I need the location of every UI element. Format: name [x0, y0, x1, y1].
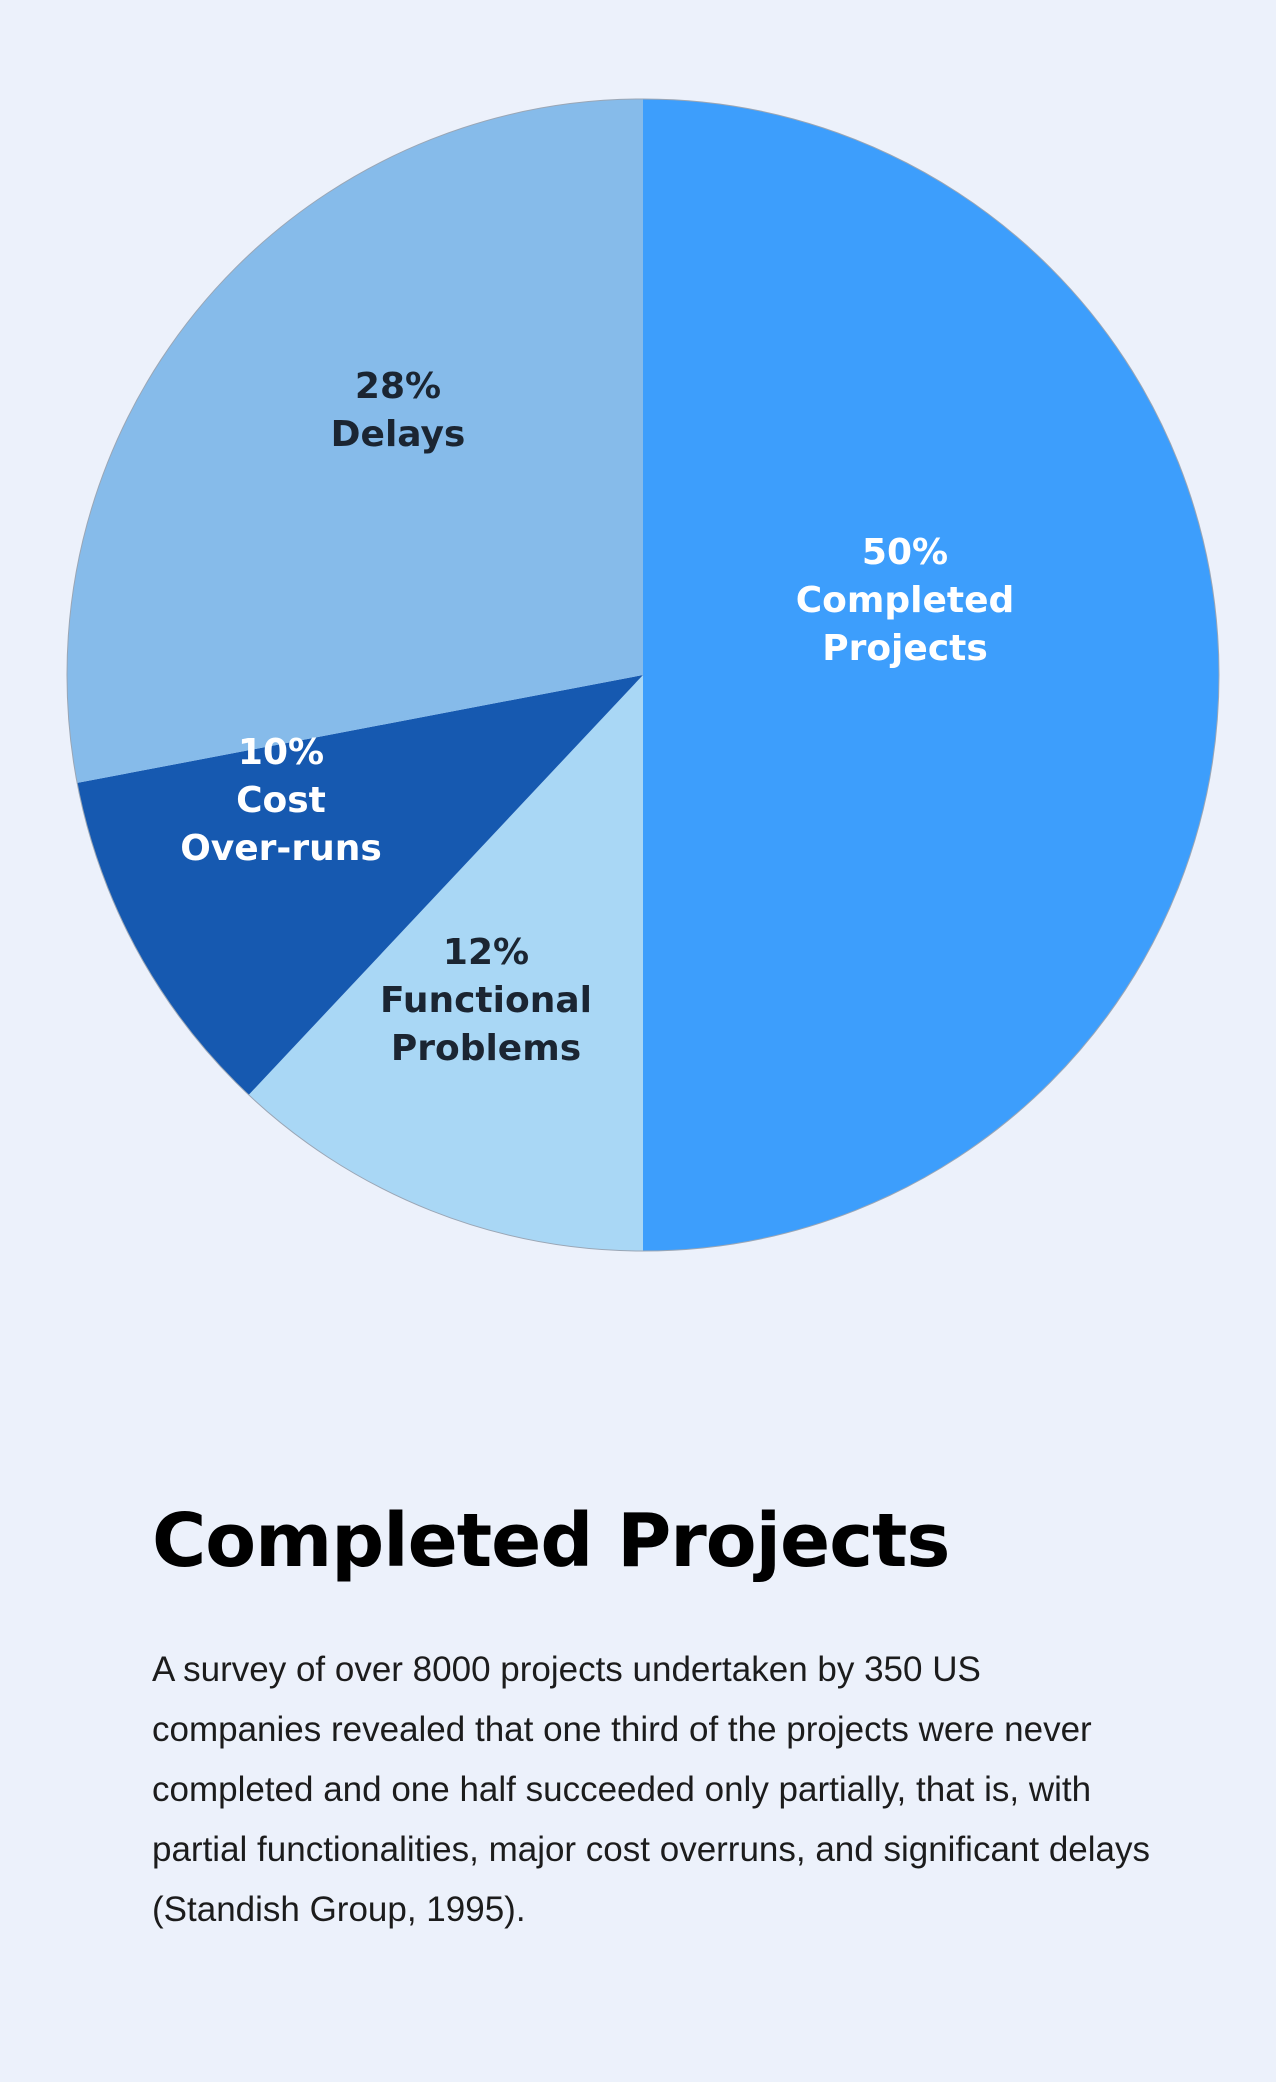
slice-category-label: Cost: [236, 780, 326, 821]
pie-outline: [66, 98, 1220, 1252]
slice-category-label: Projects: [822, 628, 988, 669]
slice-category-label: Completed: [796, 580, 1015, 621]
slice-category-label: Delays: [331, 414, 466, 455]
slice-label-cost-over-runs: 10% Cost Over-runs: [180, 732, 382, 869]
page-title: Completed Projects: [152, 1498, 950, 1584]
pie-chart: 50% Completed Projects 12% Functional Problem…: [66, 98, 1220, 1252]
slice-value-label: 12%: [443, 932, 529, 973]
pie-slices: [66, 98, 1220, 1252]
pie-slice-functional-problems: [248, 675, 643, 1251]
pie-slice-completed-projects: [643, 99, 1219, 1251]
slice-label-delays: 28% Delays: [331, 366, 466, 455]
slice-category-label: Functional: [380, 980, 592, 1021]
slice-label-functional-problems: 12% Functional Problems: [380, 932, 592, 1069]
slice-label-completed-projects: 50% Completed Projects: [796, 532, 1015, 669]
pie-labels: 50% Completed Projects 12% Functional Problem…: [180, 366, 1014, 1069]
pie-slice-delays: [66, 99, 643, 783]
description-paragraph: A survey of over 8000 projects undertake…: [152, 1650, 1150, 1929]
pie-slice-cost-over-runs: [77, 675, 643, 1095]
slice-value-label: 28%: [355, 366, 441, 407]
slice-category-label: Over-runs: [180, 828, 382, 869]
slice-value-label: 50%: [862, 532, 948, 573]
slice-category-label: Problems: [391, 1028, 581, 1069]
slice-value-label: 10%: [238, 732, 324, 773]
